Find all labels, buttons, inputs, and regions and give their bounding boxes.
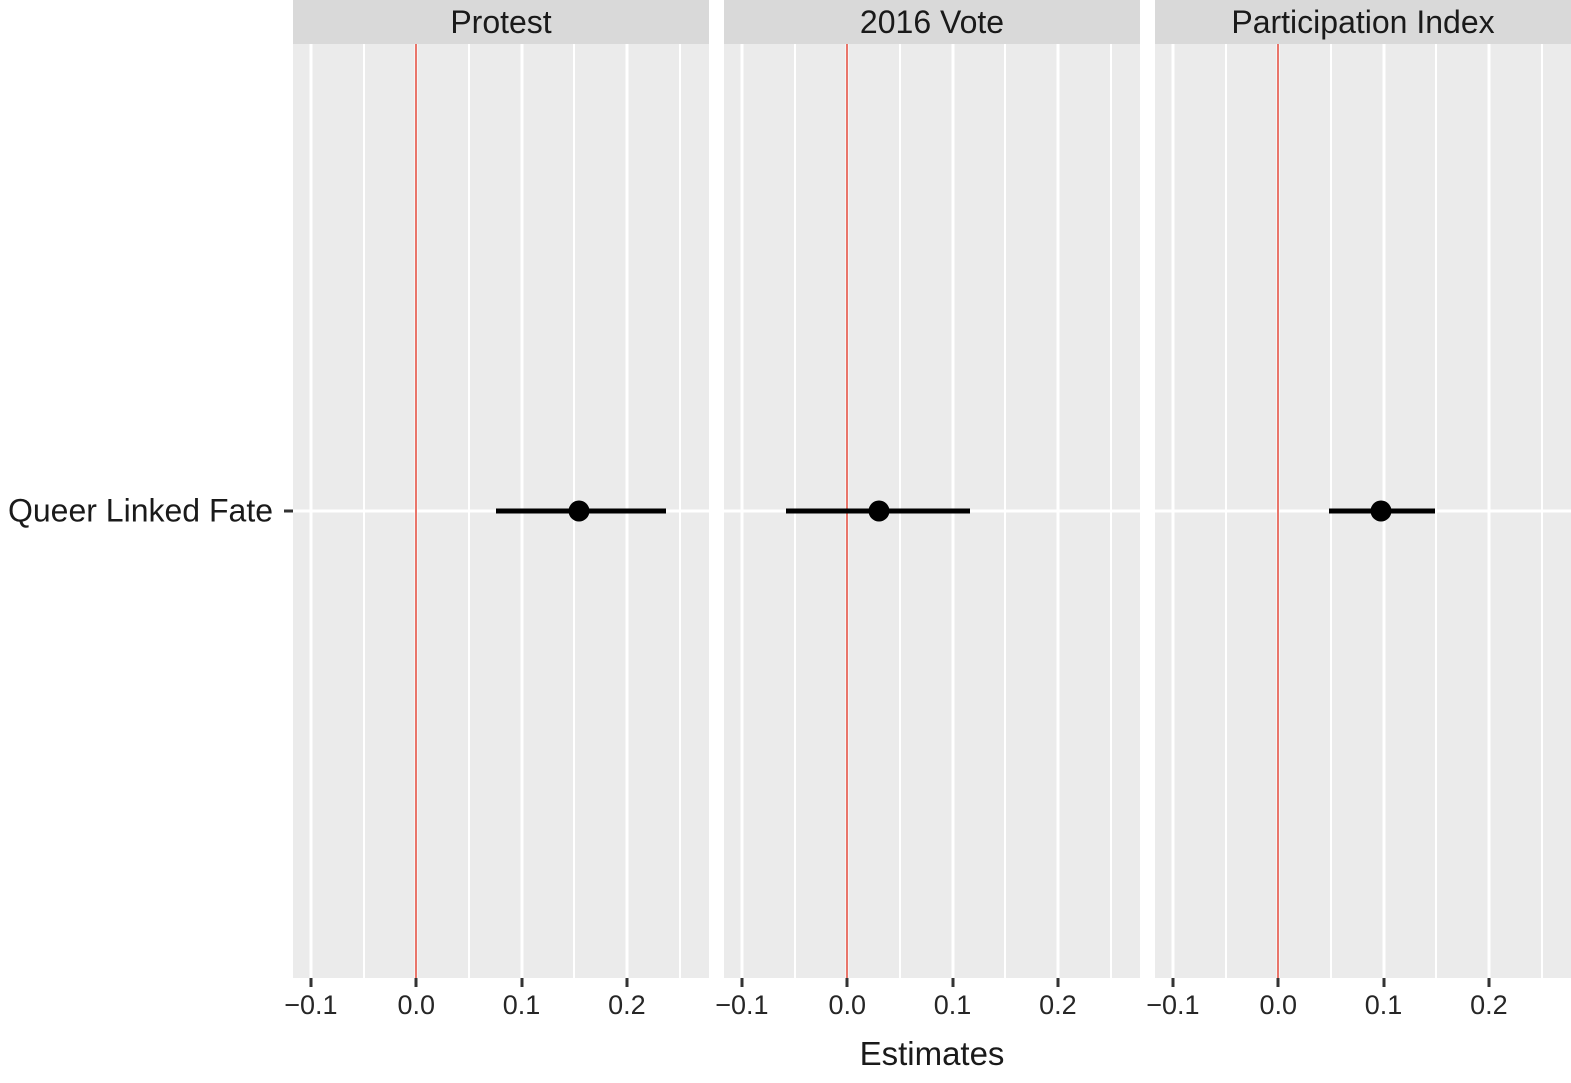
y-axis-tick-mark (284, 509, 293, 513)
facet-strip-label: Protest (450, 3, 552, 40)
x-axis-tick-label: 0.1 (1364, 990, 1403, 1020)
x-axis-tick-label: 0.1 (933, 990, 972, 1020)
facet: Participation Index −0.1 0.0 0.1 0.2 (1146, 0, 1571, 1026)
x-axis-tick-mark (414, 978, 418, 987)
estimate-point (868, 500, 890, 522)
x-axis-tick-mark (1382, 978, 1386, 987)
x-axis: −0.1 0.0 0.1 0.2 (715, 978, 1140, 1026)
facet-panels-container: Protest −0.1 0.0 0.1 0.2 2016 Vote −0.1 0.0 0… (284, 0, 1571, 1026)
plot-grid: Queer Linked Fate Protest −0.1 0.0 0.1 0.2 … (0, 0, 1571, 1026)
zero-reference-line (1277, 44, 1280, 978)
x-axis-title-row: Estimates (293, 1026, 1571, 1083)
x-axis-tick-mark (520, 978, 524, 987)
x-axis-tick-label: 0.2 (1039, 990, 1077, 1020)
x-axis-tick-mark (1171, 978, 1175, 987)
facet-strip-label: 2016 Vote (859, 3, 1005, 40)
facet-panel (293, 44, 709, 978)
zero-reference-line (415, 44, 418, 978)
x-axis-tick-mark (951, 978, 955, 987)
estimate-point (1370, 500, 1392, 522)
x-axis-title: Estimates (859, 1035, 1005, 1072)
y-axis-gutter: Queer Linked Fate (0, 0, 293, 1026)
facet: Protest −0.1 0.0 0.1 0.2 (284, 0, 709, 1026)
x-axis: −0.1 0.0 0.1 0.2 (1146, 978, 1571, 1026)
x-axis-tick-label: 0.0 (397, 990, 435, 1020)
x-axis-tick-mark (1056, 978, 1060, 987)
estimate-point (568, 500, 590, 522)
y-axis-row: Queer Linked Fate (8, 493, 293, 530)
x-axis-tick-mark (845, 978, 849, 987)
facet: 2016 Vote −0.1 0.0 0.1 0.2 (715, 0, 1140, 1026)
facet-strip-label: Participation Index (1231, 3, 1495, 40)
x-axis-tick-label: −0.1 (284, 990, 338, 1020)
x-axis-tick-label: 0.2 (1470, 990, 1508, 1020)
x-axis-tick-mark (309, 978, 313, 987)
facet-panel (724, 44, 1140, 978)
x-axis-tick-label: −0.1 (1146, 990, 1200, 1020)
facet-panel (1155, 44, 1571, 978)
facet-strip: 2016 Vote (724, 0, 1140, 44)
x-axis-tick-label: −0.1 (715, 990, 769, 1020)
facet-strip: Protest (293, 0, 709, 44)
x-axis-tick-label: 0.1 (502, 990, 541, 1020)
x-axis: −0.1 0.0 0.1 0.2 (284, 978, 709, 1026)
x-axis-tick-label: 0.2 (608, 990, 646, 1020)
x-axis-tick-label: 0.0 (828, 990, 866, 1020)
x-axis-tick-mark (1487, 978, 1491, 987)
facet-strip: Participation Index (1155, 0, 1571, 44)
x-axis-tick-label: 0.0 (1259, 990, 1297, 1020)
x-axis-tick-mark (1276, 978, 1280, 987)
x-axis-tick-mark (740, 978, 744, 987)
x-axis-tick-mark (625, 978, 629, 987)
y-axis-category-label: Queer Linked Fate (7, 492, 273, 529)
